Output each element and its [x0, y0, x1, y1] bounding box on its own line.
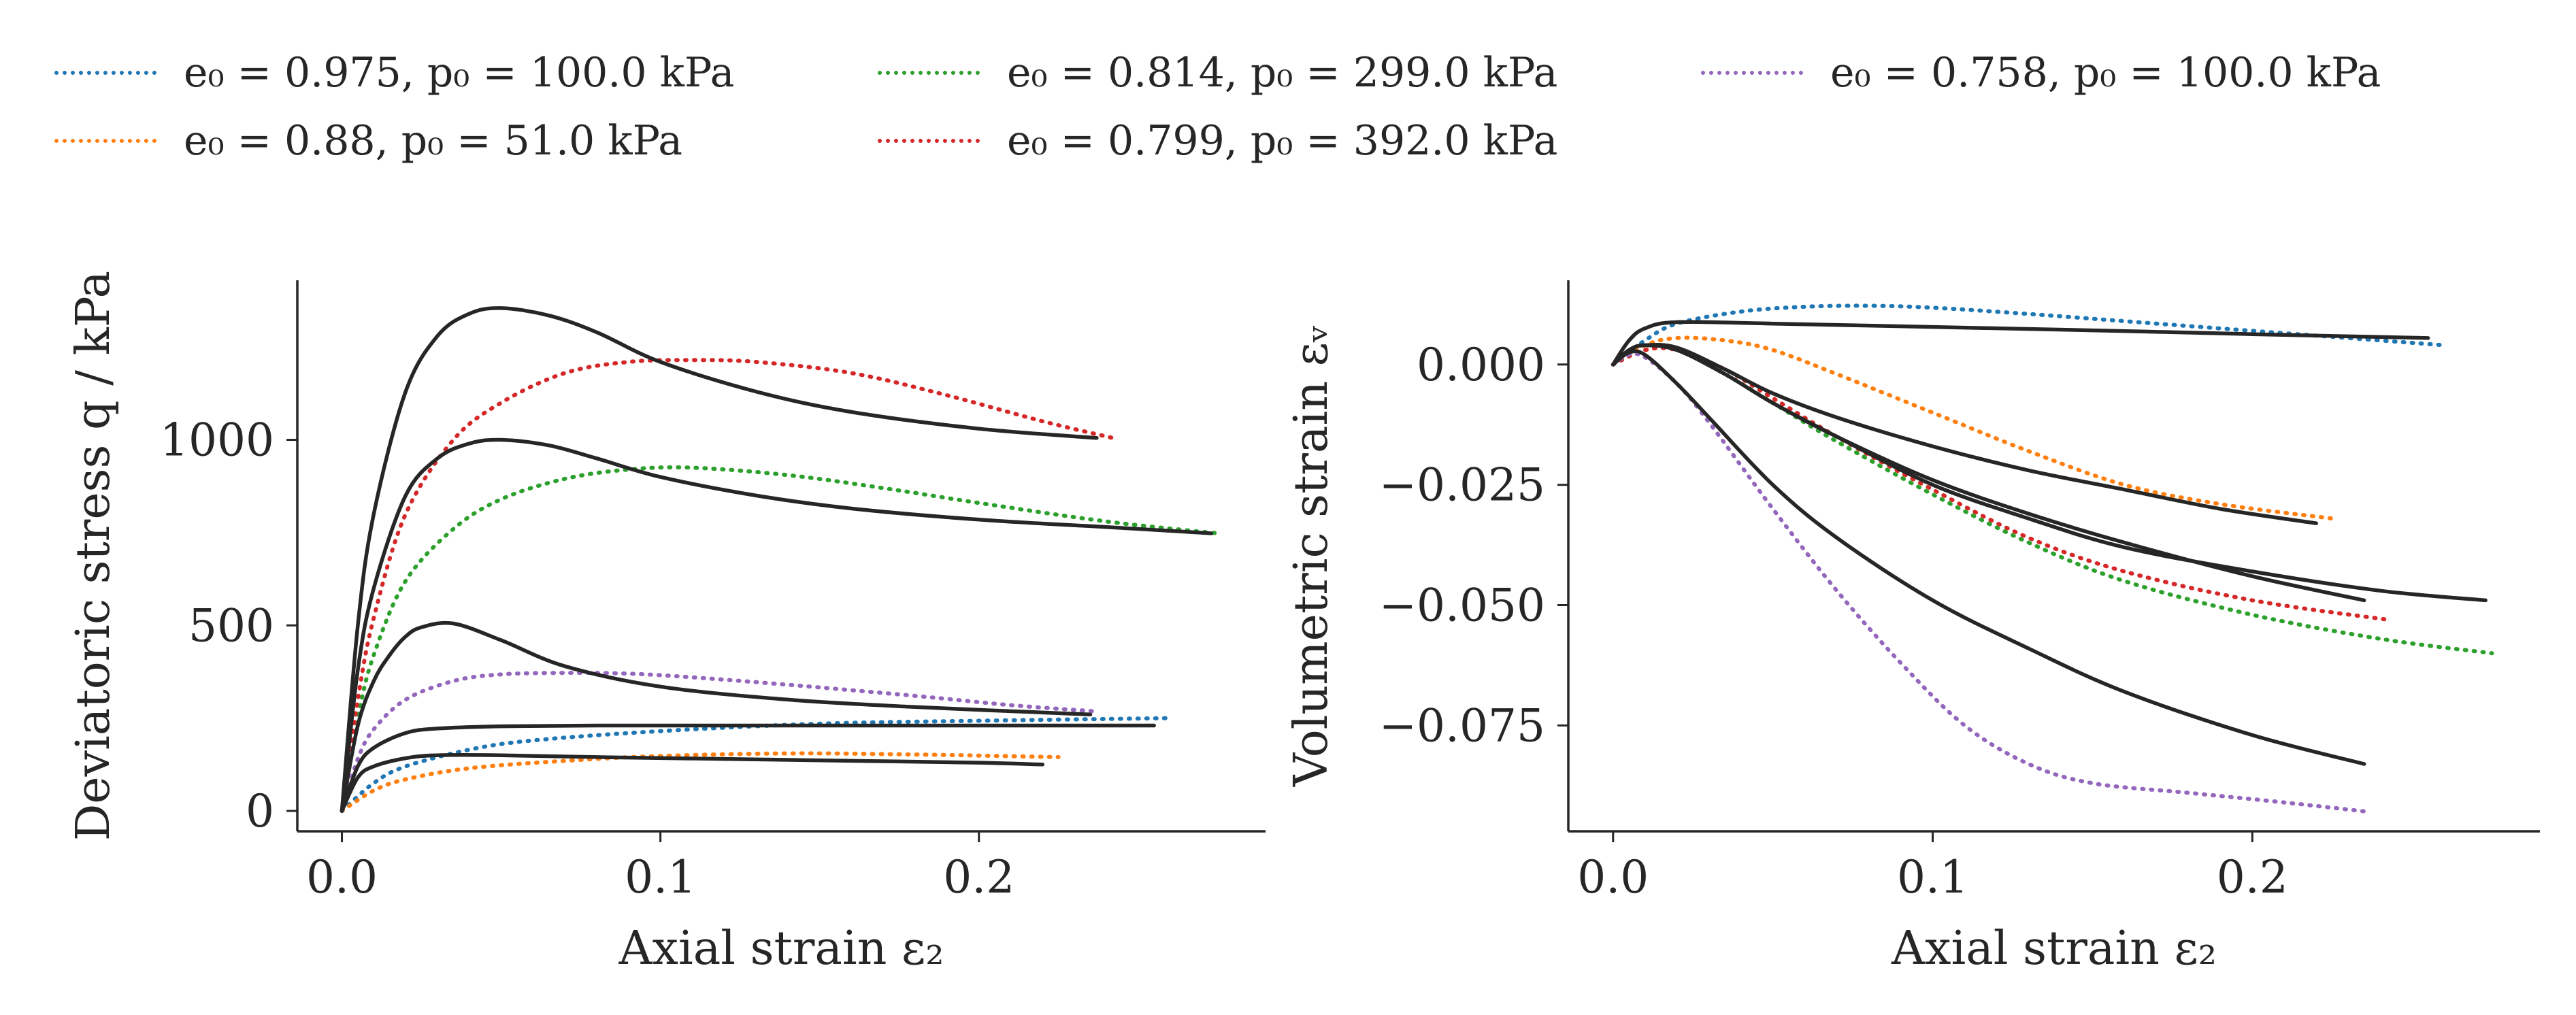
- data-series-5: [340, 671, 1099, 813]
- x-tick-label: 0.0: [1577, 851, 1649, 903]
- data-series-4: [340, 358, 1115, 813]
- model-curve-8: [340, 620, 1093, 813]
- x-tick-label: 0.2: [2217, 851, 2288, 903]
- legend-swatch-4: [878, 139, 980, 143]
- legend-item-2: e₀ = 0.88, p₀ = 51.0 kPa: [54, 110, 682, 171]
- data-series-2: [1611, 335, 2334, 521]
- y-tick-label: −0.025: [1379, 459, 1545, 512]
- x-tick-label: 0.1: [625, 851, 696, 903]
- data-series-5: [1611, 352, 2373, 814]
- model-curve-9: [1611, 343, 2488, 603]
- legend-swatch-1: [54, 71, 156, 75]
- x-tick-label: 0.2: [943, 851, 1014, 903]
- legend-swatch-5: [1701, 71, 1803, 75]
- x-axis-label: Axial strain ε₂: [1891, 922, 2217, 976]
- legend-item-4: e₀ = 0.799, p₀ = 392.0 kPa: [878, 110, 1557, 171]
- data-series-3: [340, 465, 1220, 813]
- x-tick-label: 0.0: [306, 851, 378, 903]
- model-curve-8: [1611, 343, 2366, 603]
- model-curve-10: [1611, 349, 2366, 766]
- legend-item-1: e₀ = 0.975, p₀ = 100.0 kPa: [54, 42, 734, 103]
- legend-item-3: e₀ = 0.814, p₀ = 299.0 kPa: [878, 42, 1557, 103]
- y-tick-label: 0.000: [1417, 339, 1545, 391]
- y-tick-label: 1000: [160, 414, 274, 467]
- legend-swatch-3: [878, 71, 980, 75]
- y-tick-label: −0.050: [1379, 580, 1545, 632]
- stress-strain-plot: 0.0 0.1 0.2 0 500 1000 Axial strain ε₂ Deviator…: [67, 271, 1266, 976]
- legend-label-2: e₀ = 0.88, p₀ = 51.0 kPa: [184, 117, 683, 165]
- model-curve-7: [340, 753, 1045, 813]
- legend-label-4: e₀ = 0.799, p₀ = 392.0 kPa: [1007, 117, 1558, 165]
- model-curve-6: [340, 723, 1156, 813]
- y-axis-label: Volumetric strain εᵥ: [1285, 325, 1338, 787]
- legend-item-5: e₀ = 0.758, p₀ = 100.0 kPa: [1701, 42, 2381, 103]
- model-curve-6: [1611, 320, 2430, 367]
- legend: e₀ = 0.975, p₀ = 100.0 kPa e₀ = 0.88, p₀…: [41, 42, 2545, 192]
- x-tick-label: 0.1: [1897, 851, 1968, 903]
- model-curve-10: [340, 306, 1099, 813]
- data-series-3: [1611, 346, 2494, 656]
- model-curve-9: [340, 437, 1214, 813]
- y-axis-label: Deviatoric stress q / kPa: [67, 271, 120, 841]
- legend-label-3: e₀ = 0.814, p₀ = 299.0 kPa: [1007, 49, 1558, 97]
- data-series-1: [340, 716, 1172, 813]
- volumetric-strain-plot: 0.0 0.1 0.2 0.000 −0.025 −0.050 −0.075 Axial st…: [1285, 280, 2540, 976]
- data-series-4: [1611, 346, 2389, 622]
- y-tick-label: 0: [246, 785, 274, 837]
- legend-swatch-2: [54, 139, 156, 143]
- legend-label-1: e₀ = 0.975, p₀ = 100.0 kPa: [184, 49, 735, 97]
- legend-label-5: e₀ = 0.758, p₀ = 100.0 kPa: [1830, 49, 2381, 97]
- x-axis-label: Axial strain ε₂: [618, 922, 944, 976]
- y-tick-label: −0.075: [1379, 699, 1545, 752]
- y-tick-label: 500: [188, 599, 274, 652]
